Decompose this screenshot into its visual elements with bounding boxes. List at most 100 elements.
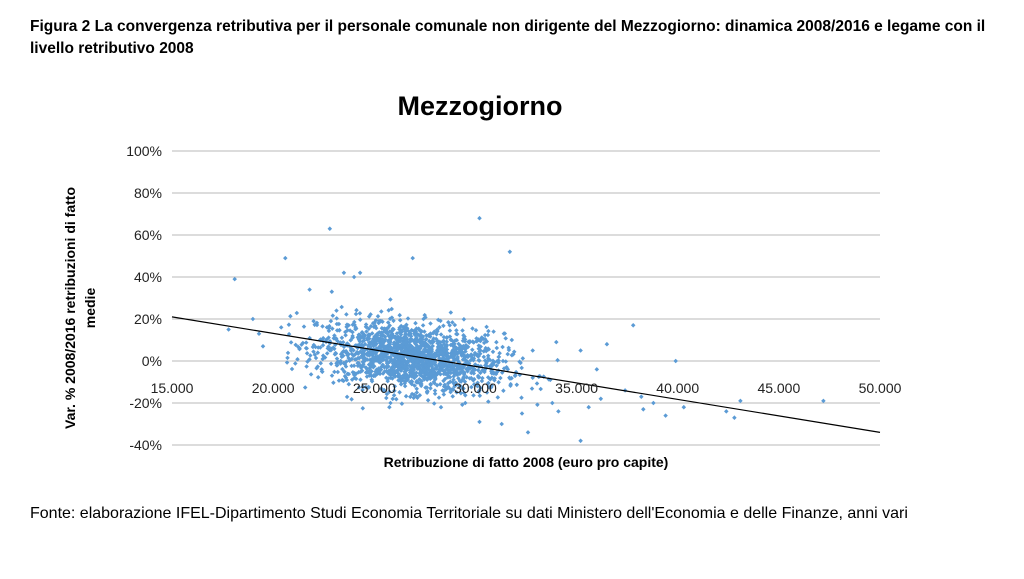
data-point	[422, 377, 427, 382]
y-tick-label: 100%	[126, 143, 162, 159]
data-point	[437, 325, 442, 330]
data-point	[392, 365, 397, 370]
data-point	[315, 350, 321, 355]
y-tick-label: -20%	[129, 395, 162, 411]
data-point	[413, 320, 418, 326]
data-point	[480, 368, 485, 373]
data-point	[334, 356, 340, 361]
data-point	[357, 332, 362, 338]
data-point	[437, 362, 443, 367]
data-point	[395, 360, 401, 365]
data-point	[353, 326, 358, 332]
data-point	[478, 338, 483, 344]
data-point	[286, 322, 292, 327]
data-point	[401, 335, 406, 341]
data-point	[476, 343, 482, 348]
data-point	[503, 359, 509, 364]
x-tick-label: 50.000	[859, 380, 902, 396]
data-point	[431, 401, 437, 406]
y-tick-label: 20%	[134, 311, 162, 327]
data-point	[278, 325, 284, 330]
data-point	[398, 382, 404, 387]
data-point	[341, 270, 347, 276]
data-point	[314, 365, 319, 371]
data-point	[724, 409, 729, 414]
data-point	[423, 363, 428, 368]
data-point	[369, 379, 375, 384]
data-point	[365, 357, 370, 362]
data-point	[479, 378, 485, 384]
data-point	[477, 393, 483, 398]
data-point	[456, 365, 461, 371]
x-tick-labels: 15.000 20.000 25.000 30.000 35.000 40.000 45.0…	[151, 380, 902, 396]
data-point	[371, 364, 376, 370]
data-point	[419, 328, 424, 334]
data-point	[440, 339, 445, 344]
data-point	[460, 402, 465, 407]
data-point	[475, 380, 480, 386]
data-point	[293, 361, 298, 366]
data-point	[389, 334, 394, 339]
data-point	[226, 327, 231, 332]
data-point	[311, 349, 316, 354]
data-point	[288, 340, 294, 345]
data-point	[604, 341, 610, 347]
data-point	[436, 367, 442, 372]
data-point	[328, 361, 334, 367]
data-point	[386, 308, 391, 313]
data-point	[353, 311, 359, 317]
data-point	[344, 312, 349, 317]
data-point	[414, 390, 420, 395]
data-point	[463, 400, 468, 406]
data-point	[373, 369, 378, 374]
data-point	[388, 297, 393, 302]
data-point	[349, 397, 354, 402]
data-point	[358, 365, 364, 370]
data-point	[486, 328, 491, 334]
data-point	[490, 370, 496, 375]
data-point	[452, 322, 458, 328]
data-point	[461, 357, 467, 362]
data-point	[409, 379, 415, 385]
data-point	[448, 310, 454, 315]
data-point	[438, 332, 444, 337]
data-point	[320, 342, 326, 348]
data-point	[509, 337, 515, 343]
data-point	[441, 334, 447, 340]
data-point	[441, 347, 447, 353]
data-point	[438, 318, 443, 324]
data-point	[423, 343, 428, 348]
data-point	[361, 343, 366, 348]
data-point	[318, 360, 323, 366]
data-point	[397, 312, 402, 318]
data-point	[392, 384, 398, 389]
data-point	[355, 355, 361, 361]
grid-lines	[172, 150, 880, 446]
data-point	[358, 343, 363, 348]
data-point	[424, 358, 429, 363]
data-point	[386, 370, 392, 375]
data-point	[357, 317, 363, 322]
data-point	[639, 394, 644, 399]
data-point	[501, 331, 507, 336]
data-point	[383, 337, 388, 342]
data-point	[345, 341, 350, 346]
data-point	[363, 370, 369, 375]
data-point	[343, 332, 348, 338]
data-point	[393, 374, 398, 379]
data-point	[358, 369, 363, 374]
data-point	[410, 367, 415, 372]
data-point	[318, 345, 323, 350]
data-point	[305, 359, 310, 364]
data-point	[382, 369, 387, 374]
data-point	[509, 375, 514, 381]
data-point	[339, 304, 344, 310]
data-point	[360, 384, 366, 390]
source-note: Fonte: elaborazione IFEL-Dipartimento St…	[30, 505, 908, 522]
data-point	[387, 404, 392, 410]
data-point	[414, 394, 419, 399]
data-point	[475, 383, 480, 389]
data-point	[451, 342, 456, 348]
data-point	[344, 394, 350, 400]
data-point	[457, 378, 463, 384]
